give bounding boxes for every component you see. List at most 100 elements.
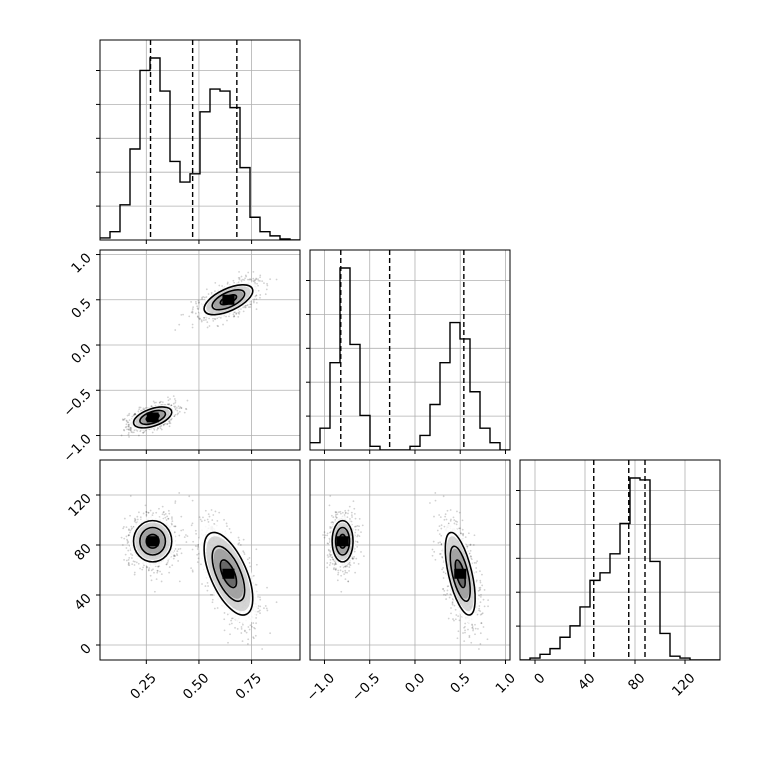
scatter-point — [261, 648, 264, 650]
scatter-point — [127, 541, 130, 543]
scatter-point — [265, 607, 268, 610]
scatter-point — [208, 325, 211, 327]
gridlines — [310, 460, 510, 660]
scatter-point — [127, 563, 130, 566]
scatter-point — [355, 557, 358, 560]
scatter-point — [351, 557, 354, 560]
scatter-point — [136, 518, 139, 521]
scatter-point — [198, 516, 201, 519]
scatter-point — [174, 401, 177, 404]
scatter-point — [352, 500, 355, 503]
scatter-point — [257, 289, 260, 292]
scatter-point — [123, 418, 125, 421]
scatter-point — [180, 552, 183, 555]
scatter-point — [245, 275, 248, 278]
scatter-point — [171, 516, 173, 519]
scatter-point — [211, 598, 214, 601]
scatter-point — [248, 628, 251, 631]
scatter-point — [240, 275, 243, 278]
scatter-point — [171, 518, 173, 520]
histogram-1 — [310, 267, 510, 450]
scatter-point — [139, 516, 142, 519]
scatter-point — [356, 540, 359, 543]
scatter-point — [134, 413, 136, 415]
scatter-point — [344, 569, 347, 572]
scatter-point — [357, 562, 360, 565]
scatter-point — [143, 564, 145, 567]
scatter-point — [206, 321, 209, 324]
scatter-point — [347, 580, 350, 583]
scatter-point — [156, 571, 159, 574]
panel-frame — [309, 249, 511, 451]
scatter-point — [354, 525, 356, 528]
scatter-point — [125, 419, 128, 422]
scatter-point — [201, 298, 203, 300]
scatter-point — [353, 555, 356, 558]
scatter-point — [252, 622, 255, 624]
panel-frame — [99, 39, 301, 241]
scatter-point — [240, 308, 242, 310]
scatter-point — [339, 569, 342, 572]
scatter-point — [134, 560, 136, 563]
scatter-point — [147, 511, 150, 514]
y-tick-label: 0.5 — [68, 295, 95, 322]
scatter-point — [211, 519, 214, 521]
scatter-point — [228, 315, 230, 318]
scatter-point — [259, 598, 262, 601]
scatter-point — [163, 513, 166, 516]
scatter-point — [356, 535, 359, 538]
scatter-point — [138, 408, 141, 411]
scatter-point — [173, 525, 176, 528]
scatter-point — [152, 400, 155, 403]
scatter-point — [259, 274, 262, 277]
scatter-point — [326, 562, 329, 564]
histogram-0 — [100, 57, 300, 240]
scatter-point — [167, 399, 170, 402]
scatter-point — [269, 278, 272, 281]
scatter-point — [227, 641, 229, 644]
scatter-point — [155, 401, 157, 404]
scatter-point — [126, 428, 128, 431]
scatter-point — [133, 573, 136, 576]
scatter-point — [121, 418, 124, 421]
scatter-point — [329, 531, 331, 534]
scatter-point — [161, 401, 164, 404]
scatter-point — [123, 559, 125, 561]
scatter-point — [196, 315, 199, 318]
scatter-point — [157, 427, 159, 429]
scatter-point — [230, 617, 233, 620]
scatter-point — [212, 317, 214, 320]
scatter-point — [174, 548, 177, 550]
scatter-point — [327, 542, 330, 545]
scatter-point — [130, 429, 132, 432]
scatter-point — [137, 562, 140, 565]
scatter-point — [206, 518, 209, 521]
scatter-point — [125, 425, 128, 428]
scatter-point — [196, 307, 199, 310]
scatter-point — [332, 568, 335, 571]
scatter-point — [335, 511, 338, 514]
scatter-point — [247, 306, 250, 309]
scatter-point — [241, 278, 244, 281]
scatter-point — [122, 419, 125, 421]
scatter-point — [329, 561, 332, 564]
scatter-point — [238, 312, 241, 315]
scatter-point — [128, 419, 131, 422]
scatter-point — [174, 400, 177, 402]
scatter-point — [200, 520, 203, 523]
scatter-point — [203, 519, 206, 522]
contour-line — [203, 284, 254, 316]
scatter-point — [188, 315, 191, 318]
scatter-point — [191, 499, 194, 502]
scatter-point — [248, 557, 251, 559]
scatter-point — [344, 512, 347, 515]
scatter-point — [341, 511, 344, 514]
scatter-point — [237, 276, 240, 279]
contour-line — [139, 526, 167, 556]
scatter-point — [341, 570, 344, 573]
scatter-point — [156, 429, 158, 431]
scatter-point — [275, 278, 278, 281]
scatter-point — [168, 425, 171, 428]
scatter-point — [349, 564, 352, 567]
scatter-point — [174, 405, 177, 408]
